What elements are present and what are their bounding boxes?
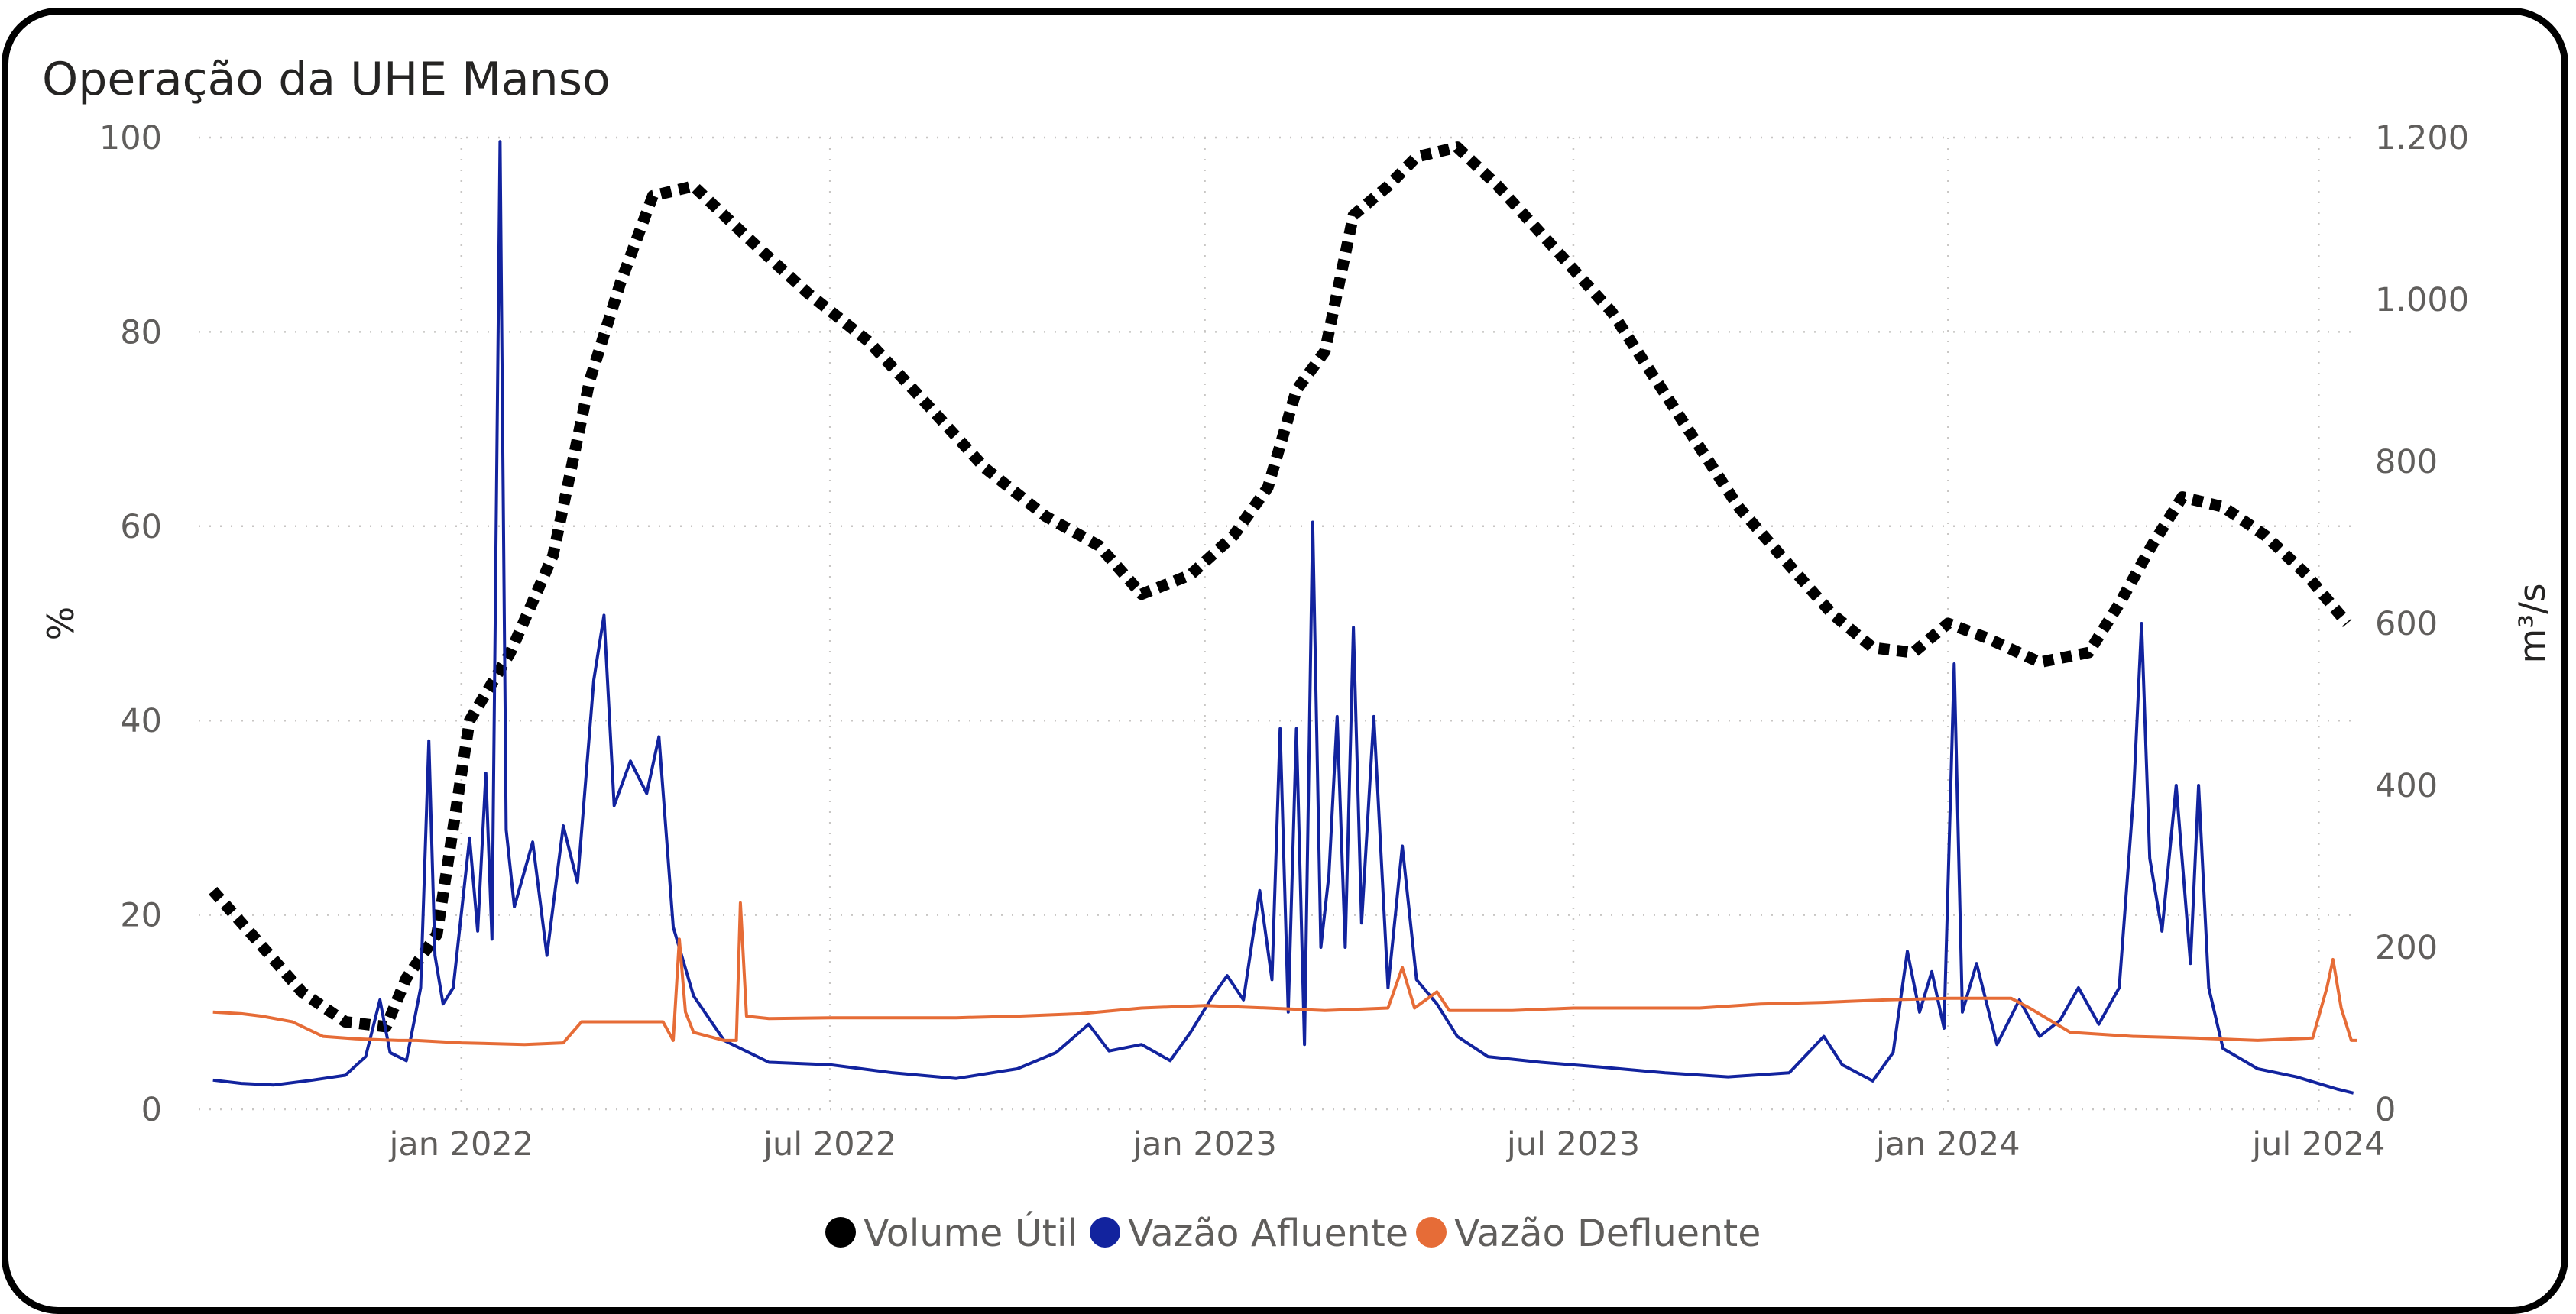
legend-label: Vazão Defluente	[1454, 1212, 1761, 1255]
series-line-vaz-o-afluente	[212, 140, 2354, 1095]
y-right-tick-label: 600	[2375, 605, 2438, 643]
gridlines	[199, 136, 2357, 1111]
legend-marker	[1416, 1217, 1447, 1248]
legend-marker	[1090, 1217, 1120, 1248]
x-tick-label: jul 2024	[2251, 1125, 2385, 1164]
y-left-tick-label: 40	[120, 702, 162, 740]
y-right-tick-label: 1.200	[2375, 119, 2469, 157]
y-axis-right: 0 200 400 600 800 1.000 1.200 m³/s	[2375, 119, 2554, 1129]
y-left-tick-label: 100	[99, 119, 162, 157]
x-tick-label: jan 2023	[1132, 1125, 1277, 1164]
series-line-vaz-o-defluente	[212, 901, 2357, 1047]
x-tick-label: jan 2022	[388, 1125, 533, 1164]
x-axis: jan 2022 jul 2022 jan 2023 jul 2023 jan 2024…	[388, 1125, 2385, 1164]
legend-marker	[825, 1217, 856, 1248]
y-right-tick-label: 0	[2375, 1091, 2396, 1129]
y-right-tick-label: 800	[2375, 443, 2438, 481]
y-left-tick-label: 60	[120, 508, 162, 546]
y-right-tick-label: 1.000	[2375, 281, 2469, 319]
series-lines	[209, 140, 2357, 1095]
y-left-axis-title: %	[41, 607, 83, 641]
chart-title: Operação da UHE Manso	[42, 53, 611, 106]
legend: Volume Útil Vazão Afluente Vazão Defluente	[825, 1210, 1761, 1255]
y-axis-left: 0 20 40 60 80 100%	[41, 119, 162, 1129]
series-line-volume-til	[209, 141, 2352, 1033]
y-right-tick-label: 400	[2375, 767, 2438, 805]
y-left-tick-label: 20	[120, 897, 162, 935]
x-tick-label: jul 2022	[763, 1125, 896, 1164]
y-left-tick-label: 0	[141, 1091, 162, 1129]
x-tick-label: jul 2023	[1506, 1125, 1640, 1164]
y-left-tick-label: 80	[120, 313, 162, 351]
y-right-tick-label: 200	[2375, 929, 2438, 967]
legend-label: Volume Útil	[864, 1210, 1077, 1255]
x-tick-label: jan 2024	[1875, 1125, 2020, 1164]
y-right-axis-title: m³/s	[2512, 584, 2554, 664]
legend-label: Vazão Afluente	[1128, 1212, 1408, 1255]
